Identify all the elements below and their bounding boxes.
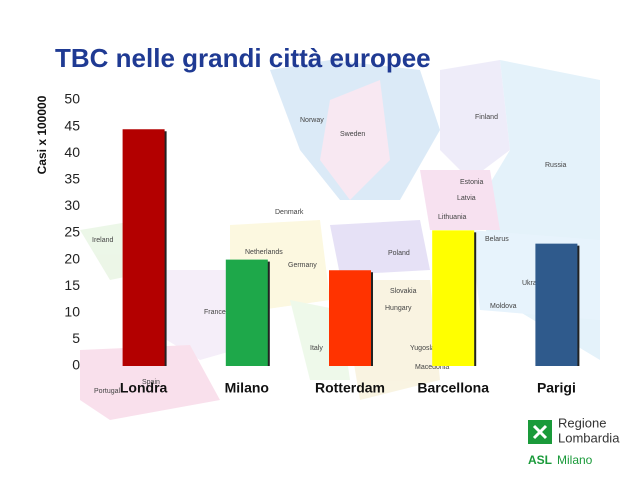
bar xyxy=(535,243,578,366)
y-tick-label: 50 xyxy=(64,91,80,107)
logo-mark xyxy=(532,424,548,440)
y-tick-label: 40 xyxy=(64,144,80,160)
map-label: France xyxy=(204,309,226,316)
logo-text: ASL xyxy=(528,453,552,467)
map-label: Portugal xyxy=(94,388,121,395)
y-tick-label: 20 xyxy=(64,250,80,266)
map-label: Macedonia xyxy=(415,364,449,371)
x-tick-label: Barcellona xyxy=(417,380,489,396)
y-tick-label: 10 xyxy=(64,304,80,320)
map-label: Ukraine xyxy=(522,280,546,287)
map-label: Yugoslavia xyxy=(410,345,444,352)
y-tick-label: 45 xyxy=(64,117,80,133)
map-region xyxy=(420,170,500,230)
y-tick-label: 25 xyxy=(64,224,80,240)
map-label: Slovakia xyxy=(390,288,417,295)
x-tick-label: Rotterdam xyxy=(315,380,385,396)
logo-text: Regione xyxy=(558,415,606,430)
x-tick-label: Parigi xyxy=(537,380,576,396)
bar xyxy=(225,259,268,366)
logo-text: Lombardia xyxy=(558,430,620,445)
map-region xyxy=(80,345,220,420)
map-label: Finland xyxy=(475,114,498,121)
chart-title: TBC nelle grandi città europee xyxy=(55,43,431,73)
y-tick-label: 35 xyxy=(64,171,80,187)
map-region xyxy=(440,60,510,180)
map-label: Moldova xyxy=(490,303,517,310)
y-tick-label: 30 xyxy=(64,197,80,213)
y-axis-label: Casi x 100000 xyxy=(35,95,49,174)
map-region xyxy=(320,80,390,200)
map-label: Italy xyxy=(310,345,323,352)
map-label: Belarus xyxy=(485,236,509,243)
map-label: Hungary xyxy=(385,305,412,312)
map-label: Latvia xyxy=(457,195,476,202)
map-label: Russia xyxy=(545,162,567,169)
map-label: Poland xyxy=(388,250,410,257)
map-region xyxy=(330,220,430,275)
map-label: Ireland xyxy=(92,237,114,244)
map-label: Spain xyxy=(142,379,160,386)
map-label: Lithuania xyxy=(438,214,467,221)
map-label: Germany xyxy=(288,262,317,269)
logo-text: Milano xyxy=(557,453,593,467)
map-label: Norway xyxy=(300,117,324,124)
y-tick-label: 5 xyxy=(72,330,80,346)
map-label: Denmark xyxy=(275,209,304,216)
bar xyxy=(432,230,475,366)
map-background xyxy=(80,60,600,420)
map-label: Netherlands xyxy=(245,249,283,256)
bar xyxy=(122,129,165,366)
x-tick-label: Londra xyxy=(120,380,168,396)
y-tick-label: 0 xyxy=(72,357,80,373)
y-tick-label: 15 xyxy=(64,277,80,293)
map-label: Estonia xyxy=(460,179,483,186)
logo: Regione Lombardia ASL Milano xyxy=(528,415,620,467)
x-tick-label: Milano xyxy=(225,380,269,396)
map-label: Sweden xyxy=(340,131,365,138)
bar xyxy=(329,270,371,366)
